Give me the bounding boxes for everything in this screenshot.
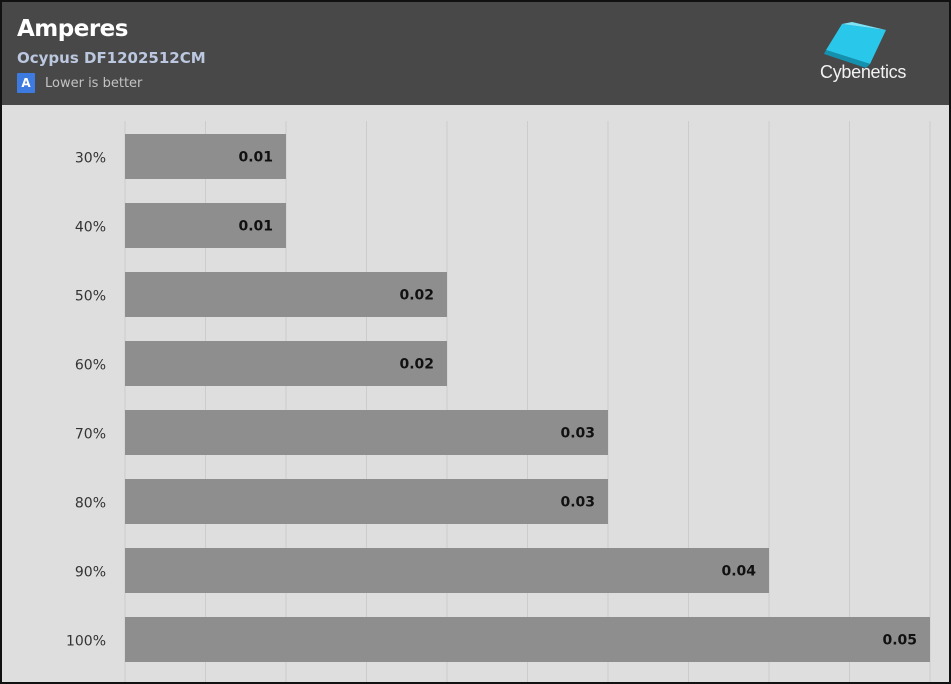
bar-50pct [125, 272, 447, 317]
bar-40pct [125, 203, 286, 248]
bar-value-label: 0.02 [399, 288, 434, 304]
bar-value-label: 0.01 [238, 219, 273, 235]
bar-value-label: 0.01 [238, 150, 273, 166]
bar-value-label: 0.05 [882, 633, 917, 649]
plot-area: 0.01 30% 0.01 40% 0.02 50% 0.02 60% 0.03 70% 0.03 8… [2, 105, 949, 682]
category-label: 60% [75, 358, 106, 374]
bar-value-label: 0.02 [399, 357, 434, 373]
cybenetics-cube-icon [824, 22, 886, 68]
legend: A Lower is better [17, 72, 142, 94]
category-label: 90% [75, 565, 106, 581]
category-label: 70% [75, 427, 106, 443]
chart-title: Amperes [17, 16, 128, 42]
bar-60pct [125, 341, 447, 386]
bar-chart: 0.01 30% 0.01 40% 0.02 50% 0.02 60% 0.03 70% 0.03 8… [66, 121, 931, 682]
bar-value-label: 0.03 [560, 495, 595, 511]
logo-text: Cybenetics [820, 62, 907, 82]
legend-text: Lower is better [45, 75, 143, 91]
chart-header: Amperes Ocypus DF1202512CM A Lower is be… [2, 2, 949, 105]
bar-70pct [125, 410, 608, 455]
bar-100pct [125, 617, 930, 662]
category-label: 30% [75, 151, 106, 167]
category-label: 100% [66, 634, 106, 650]
legend-badge: A [17, 73, 35, 93]
category-label: 80% [75, 496, 106, 512]
bar-30pct [125, 134, 286, 179]
bar-90pct [125, 548, 769, 593]
bar-value-label: 0.03 [560, 426, 595, 442]
category-label: 50% [75, 289, 106, 305]
bar-value-label: 0.04 [721, 564, 756, 580]
bar-80pct [125, 479, 608, 524]
chart-subtitle: Ocypus DF1202512CM [17, 49, 206, 67]
category-label: 40% [75, 220, 106, 236]
